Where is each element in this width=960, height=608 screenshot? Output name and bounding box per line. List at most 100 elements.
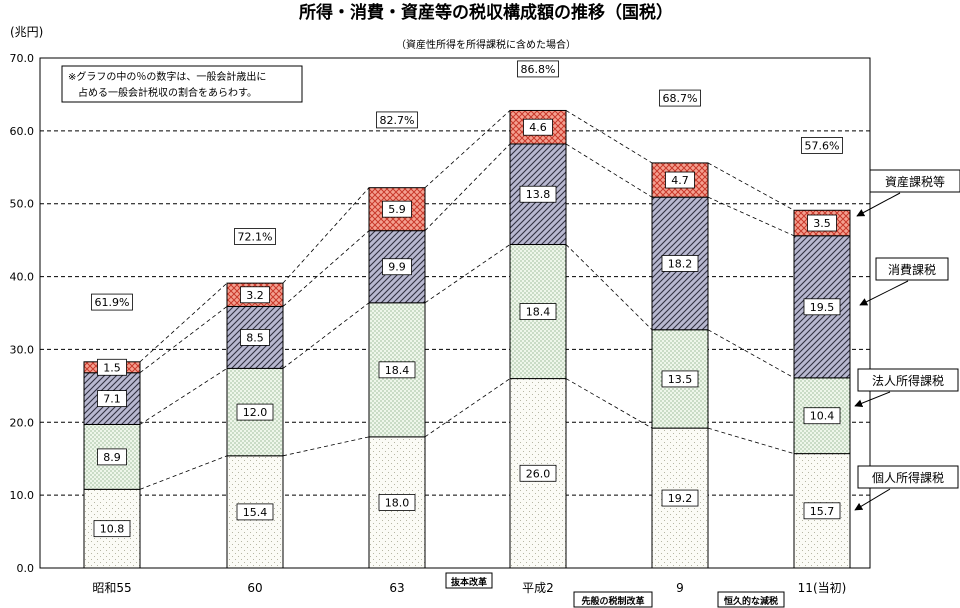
data-label: 3.5: [813, 217, 831, 230]
data-label: 8.5: [246, 331, 264, 344]
legend-item-corporate: 法人所得課税: [857, 368, 959, 392]
annotation-fundamental-reform-text: 抜本改革: [451, 576, 487, 588]
data-label-box: [661, 489, 699, 507]
connector-line: [139, 282, 228, 363]
data-labels: 10.8 8.9 7.1 1.5 15.4 12.0 8.5 3.2 18.0 18.4 9.9 5.…: [93, 118, 841, 538]
y-tick-label: 10.0: [10, 489, 35, 502]
x-tick-label: 63: [389, 581, 404, 595]
annotation-permanent-tax-cut-text: 恒久的な減税: [724, 595, 778, 607]
data-label: 9.9: [388, 261, 406, 274]
data-label: 1.5: [103, 361, 121, 374]
data-label-box: [236, 403, 274, 421]
data-label: 5.9: [388, 203, 406, 216]
data-label-box: [97, 358, 127, 376]
data-label-box: [382, 258, 412, 276]
y-tick-label: 60.0: [10, 125, 35, 138]
data-label: 10.4: [810, 410, 835, 423]
note-line-2: 占める一般会計税収の割合をあらわす。: [78, 86, 257, 99]
x-tick-label: 9: [676, 581, 684, 595]
connector-line: [282, 187, 370, 284]
data-label-box: [661, 255, 699, 272]
connector-lines: [139, 110, 795, 490]
data-label: 15.7: [810, 505, 835, 518]
percent-label: 82.7%: [380, 114, 415, 127]
x-tick-label: 60: [247, 581, 262, 595]
percent-label-box: [801, 137, 843, 154]
data-label: 26.0: [526, 467, 551, 480]
data-label: 18.2: [668, 257, 693, 270]
connector-line: [707, 427, 795, 454]
data-label-box: [378, 361, 416, 379]
y-tick-label: 20.0: [10, 416, 35, 429]
legend: 資産課税等 消費課税 法人所得課税 個人所得課税: [854, 169, 960, 511]
data-label: 10.8: [100, 523, 125, 536]
data-label-box: [665, 171, 695, 189]
legend-label-corporate: 法人所得課税: [872, 373, 944, 388]
y-tick-label: 0.0: [17, 562, 35, 575]
connector-line: [707, 196, 795, 237]
data-label-box: [523, 118, 553, 136]
percent-label: 61.9%: [95, 296, 130, 309]
connector-line: [139, 368, 228, 425]
data-label-box: [382, 200, 412, 218]
x-tick-labels: 昭和55 60 63 平成2 9 11(当初): [92, 581, 846, 595]
percent-label: 86.8%: [521, 63, 556, 76]
data-label: 4.7: [671, 174, 689, 187]
data-label-box: [97, 448, 127, 466]
percent-labels: 61.9% 72.1% 82.7% 86.8% 68.7% 57.6%: [91, 60, 843, 311]
data-label: 3.2: [246, 289, 264, 302]
legend-label-individual: 個人所得課税: [872, 470, 944, 485]
note-box: ※グラフの中の％の数字は、一般会計歳出に 占める一般会計税収の割合をあらわす。: [61, 65, 303, 103]
data-label-box: [93, 520, 131, 538]
connector-line: [424, 110, 511, 188]
data-label-box: [661, 370, 699, 388]
plot-frame: [39, 57, 871, 569]
connector-line: [139, 306, 228, 374]
note-line-1: ※グラフの中の％の数字は、一般会計歳出に: [68, 70, 266, 83]
y-tick-label: 40.0: [10, 271, 35, 284]
data-label-box: [240, 286, 270, 304]
connector-line: [565, 244, 653, 331]
data-label-box: [378, 494, 416, 511]
connector-line: [424, 244, 511, 304]
chart-subtitle: （資産性所得を所得課税に含めた場合）: [396, 38, 576, 51]
data-label-box: [519, 185, 557, 203]
data-label: 18.4: [385, 364, 410, 377]
plot-area: [39, 57, 871, 569]
x-tick-label: 平成2: [522, 581, 554, 595]
data-label-box: [97, 390, 127, 408]
data-label: 18.4: [526, 306, 551, 319]
data-label-box: [803, 407, 841, 425]
percent-label-box: [91, 293, 133, 311]
y-tick-label: 30.0: [10, 343, 35, 356]
legend-item-individual: 個人所得課税: [857, 465, 959, 489]
data-label: 15.4: [243, 506, 268, 519]
legend-arrow-consumption: [859, 280, 909, 306]
x-tick-label: 11(当初): [798, 581, 847, 595]
connector-line: [707, 329, 795, 379]
percent-label-box: [659, 89, 701, 107]
bar-layer: [83, 109, 851, 569]
percent-label-box: [234, 228, 276, 245]
connector-line: [282, 436, 370, 457]
data-label-box: [803, 298, 841, 316]
percent-label-box: [517, 60, 559, 78]
grid-layer: [40, 130, 870, 496]
legend-label-asset: 資産課税等: [885, 174, 945, 189]
percent-label-box: [376, 111, 418, 129]
annotation-fundamental-reform: 抜本改革: [445, 572, 493, 589]
y-tick-label: 50.0: [10, 198, 35, 211]
data-label: 8.9: [103, 451, 121, 464]
data-label: 7.1: [103, 393, 121, 406]
data-label: 18.0: [385, 496, 410, 509]
data-label-box: [519, 303, 557, 320]
data-label: 13.8: [526, 188, 551, 201]
chart-title: 所得・消費・資産等の税収構成額の推移（国税）: [299, 2, 673, 23]
connector-line: [565, 378, 653, 429]
data-label-box: [807, 214, 837, 232]
data-label: 4.6: [529, 121, 547, 134]
y-tick-labels: 0.0 10.0 20.0 30.0 40.0 50.0 60.0 70.0: [10, 52, 35, 575]
data-label-box: [803, 502, 841, 520]
data-label-box: [519, 464, 557, 482]
